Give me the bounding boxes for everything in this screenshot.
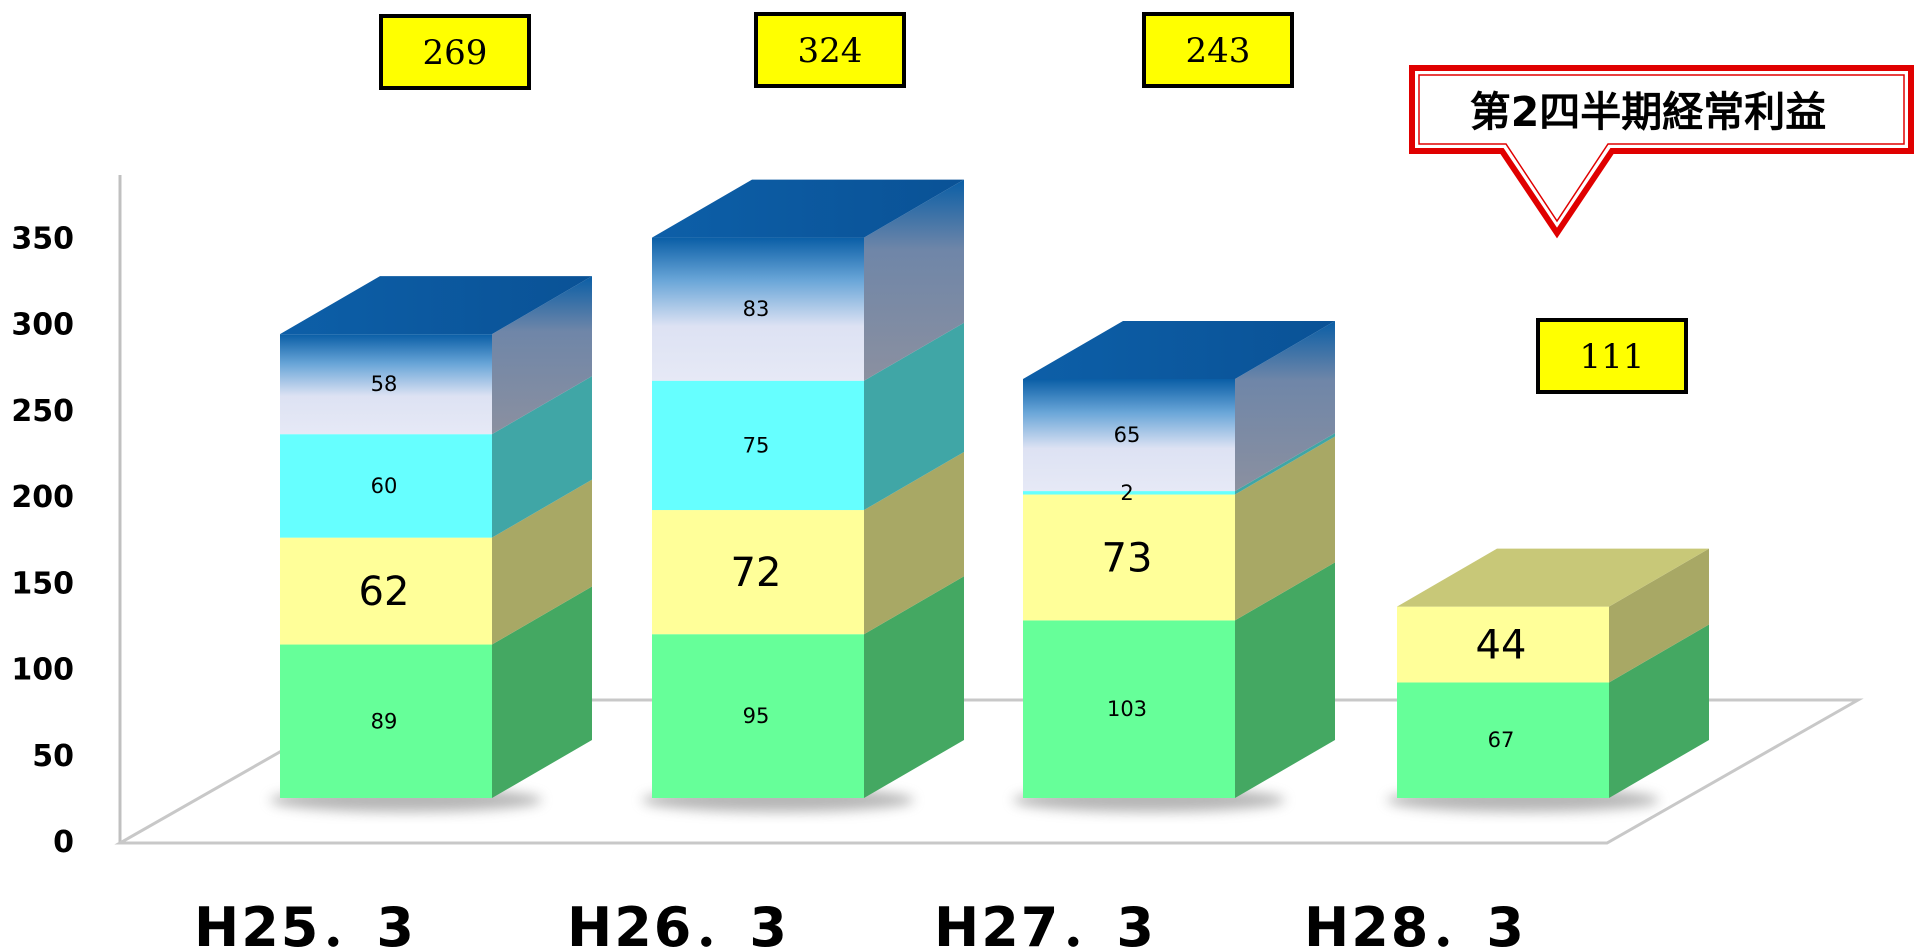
bar-segment-side — [492, 376, 592, 538]
segment-value-label: 83 — [743, 297, 770, 321]
bar-segment-side — [1609, 624, 1709, 798]
y-axis-tick-labels: 0 50 100 150 200 250 300 350 — [11, 221, 74, 860]
segment-value-label: 65 — [1114, 423, 1141, 447]
bar-segment-side — [492, 479, 592, 645]
bar-segment-front — [1397, 606, 1609, 683]
bar-segment-side — [1235, 320, 1335, 492]
x-tick-label: H26．3 — [567, 896, 789, 952]
segment-value-label: 60 — [371, 474, 398, 498]
total-box — [1536, 318, 1688, 394]
bar-segment-front — [652, 237, 864, 381]
total-labels: 269 324 243 111 — [379, 12, 1688, 394]
segment-value-label: 67 — [1488, 728, 1515, 752]
total-value-label: 243 — [1186, 31, 1251, 71]
segment-value-label: 75 — [743, 433, 770, 457]
y-tick-label: 50 — [32, 739, 74, 774]
bar-segment-side — [1235, 562, 1335, 798]
x-axis-tick-labels: H25．3 H26．3 H27．3 H28．3 — [194, 896, 1526, 952]
total-box — [1142, 12, 1294, 88]
bar-top-cap — [1397, 548, 1709, 607]
x-tick-label: H28．3 — [1304, 896, 1526, 952]
callout: 第2四半期経常利益 — [1409, 65, 1914, 239]
total-box — [379, 14, 531, 90]
segment-value-label: 58 — [371, 372, 398, 396]
bar-segment-side — [864, 179, 964, 381]
bar-segment-side — [492, 586, 592, 798]
y-tick-label: 200 — [11, 480, 74, 515]
bar-segment-side — [1235, 433, 1335, 495]
callout-text: 第2四半期経常利益 — [1470, 88, 1827, 136]
bar-segment-front — [1397, 682, 1609, 798]
bar-segment-side — [492, 276, 592, 435]
bar-segment-front — [280, 644, 492, 798]
total-value-label: 324 — [798, 31, 863, 71]
bar-segment-side — [1609, 548, 1709, 683]
bar-segment-side — [864, 576, 964, 798]
bar-segment-front — [280, 434, 492, 538]
total-value-label: 269 — [423, 33, 488, 73]
segment-value-label: 73 — [1102, 535, 1153, 581]
bar-segment-front — [652, 380, 864, 511]
y-tick-label: 150 — [11, 566, 74, 601]
bar-segment-side — [1235, 436, 1335, 621]
x-tick-label: H27．3 — [934, 896, 1156, 952]
bar-segment-front — [652, 634, 864, 798]
y-tick-label: 250 — [11, 394, 74, 429]
bar-segment-front — [1023, 494, 1235, 621]
bar-segment-side — [864, 322, 964, 511]
x-tick-label: H25．3 — [194, 896, 416, 952]
total-value-label: 111 — [1580, 337, 1645, 377]
bar-segment-front — [1023, 491, 1235, 495]
bar-segment-side — [864, 452, 964, 635]
bar-top-cap — [652, 179, 964, 238]
segment-value-label: 103 — [1107, 697, 1147, 721]
total-box — [754, 12, 906, 88]
bar-segment-front — [652, 510, 864, 635]
segment-value-label: 72 — [731, 550, 782, 596]
bars — [280, 179, 1709, 798]
y-tick-label: 0 — [53, 825, 74, 860]
segment-value-label: 44 — [1476, 623, 1527, 669]
y-tick-label: 100 — [11, 653, 74, 688]
segment-value-label: 89 — [371, 709, 398, 733]
bar-top-cap — [1023, 320, 1335, 379]
callout-inner-border — [1418, 74, 1905, 223]
y-tick-label: 350 — [11, 221, 74, 256]
segment-labels: 89 62 60 58 95 72 75 83 103 73 2 65 67 44 — [359, 297, 1527, 752]
bar-segment-front — [1023, 378, 1235, 492]
segment-value-label: 2 — [1120, 481, 1133, 505]
bar-top-cap — [280, 276, 592, 335]
y-tick-label: 300 — [11, 308, 74, 343]
segment-value-label: 62 — [359, 569, 410, 615]
bar-segment-front — [1023, 620, 1235, 798]
bar-segment-front — [280, 537, 492, 645]
bar-segment-front — [280, 334, 492, 435]
segment-value-label: 95 — [743, 704, 770, 728]
